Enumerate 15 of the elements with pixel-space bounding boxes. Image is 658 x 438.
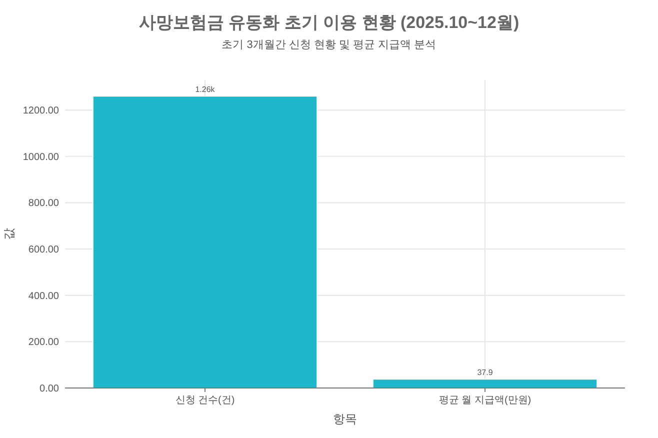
x-tick-label: 신청 건수(건)	[175, 395, 235, 406]
y-tick-label: 0.00	[40, 384, 60, 394]
chart-title: 사망보험금 유동화 초기 이용 현황 (2025.10~12월)	[138, 13, 520, 32]
y-tick-label: 400.00	[28, 290, 60, 302]
x-axis-title: 항목	[333, 412, 357, 426]
y-tick-label: 1000.00	[22, 152, 60, 163]
chart-subtitle: 초기 3개월간 신청 현황 및 평균 지급액 분석	[222, 39, 436, 51]
data-label: 37.9	[477, 368, 494, 378]
y-tick-label: 600.00	[28, 244, 60, 256]
x-tick-label: 평균 월 지급액(만원)	[438, 395, 532, 406]
data-label: 1.26k	[195, 85, 216, 94]
y-axis-title: 값	[2, 228, 16, 240]
y-tick-label: 200.00	[28, 337, 60, 348]
y-tick-label: 1200.00	[22, 106, 60, 117]
y-tick-label: 800.00	[28, 198, 60, 210]
